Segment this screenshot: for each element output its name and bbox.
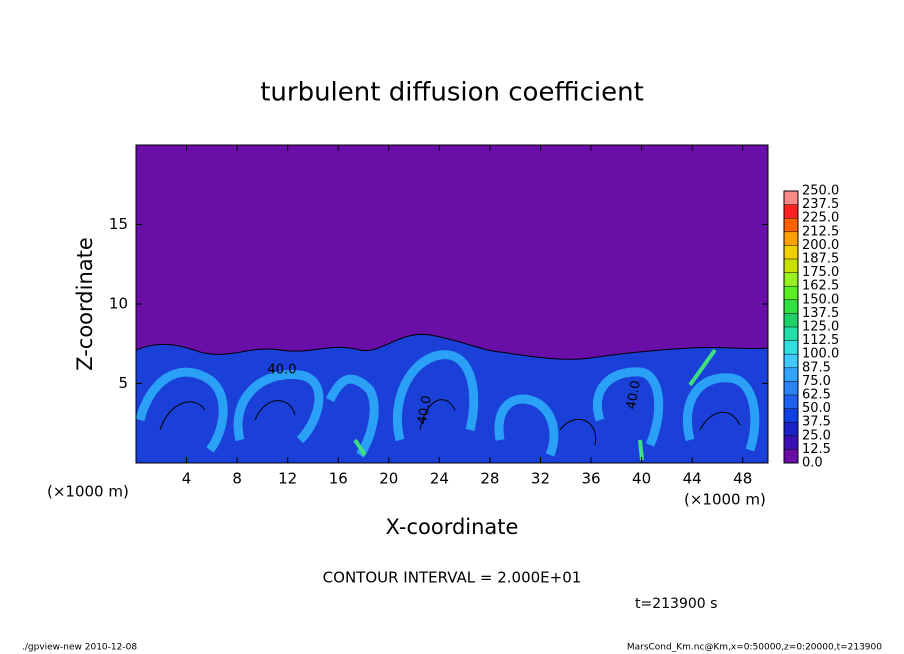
colorbar-label: 125.0	[802, 320, 839, 335]
field	[135, 145, 769, 464]
colorbar-label: 162.5	[802, 279, 839, 294]
colorbar-band	[784, 286, 798, 300]
colorbar-band	[784, 435, 798, 450]
footer-left: ./gpview-new 2010-12-08	[22, 643, 137, 653]
colorbar-band	[784, 204, 798, 219]
colorbar-band	[784, 367, 798, 382]
field-swirl	[135, 350, 760, 458]
colorbar-label: 12.5	[802, 442, 831, 457]
colorbar-band	[784, 422, 798, 436]
colorbar-band	[784, 381, 798, 395]
footer-right: MarsCond_Km.nc@Km,x=0:50000,z=0:20000,t=…	[627, 643, 882, 653]
colorbar-label: 212.5	[802, 224, 839, 239]
colorbar-band	[784, 408, 798, 423]
colorbar-band	[784, 191, 798, 205]
colorbar-label: 62.5	[802, 388, 831, 403]
colorbar-label: 25.0	[802, 428, 831, 443]
x-tick-label: 16	[329, 470, 348, 488]
contour-label: 40.0	[624, 379, 644, 410]
y-tick-label: 10	[109, 295, 128, 313]
contour-label: 40.0	[268, 363, 297, 378]
colorbar-label: 50.0	[802, 401, 831, 416]
x-tick-label: 28	[480, 470, 499, 488]
contour-label: 40.0	[415, 394, 435, 425]
x-tick-label: 24	[430, 470, 449, 488]
colorbar-label: 75.0	[802, 374, 831, 389]
field-highlight	[353, 348, 717, 461]
colorbar-label: 112.5	[802, 333, 839, 348]
colorbar-band	[784, 299, 798, 314]
colorbar-label: 187.5	[802, 252, 839, 267]
x-tick-label: 48	[733, 470, 752, 488]
colorbar-band	[784, 340, 798, 355]
x-tick-label: 4	[182, 470, 192, 488]
colorbar-label: 150.0	[802, 292, 839, 307]
colorbar-label: 175.0	[802, 265, 839, 280]
colorbar-band	[784, 245, 798, 259]
x-tick-label: 12	[278, 470, 297, 488]
field-blue-region	[135, 333, 769, 464]
x-tick-label: 36	[581, 470, 600, 488]
contour-interval: CONTOUR INTERVAL = 2.000E+01	[323, 569, 582, 587]
x-axis-label: X-coordinate	[386, 515, 519, 539]
y-unit: (×1000 m)	[47, 483, 129, 501]
x-tick-label: 40	[632, 470, 651, 488]
x-unit: (×1000 m)	[684, 491, 766, 509]
x-tick-label: 32	[531, 470, 550, 488]
colorbar-label: 237.5	[802, 197, 839, 212]
chart-title: turbulent diffusion coefficient	[260, 78, 644, 108]
colorbar-label: 100.0	[802, 347, 839, 362]
y-axis-label: Z-coordinate	[73, 237, 97, 371]
x-tick-label: 20	[379, 470, 398, 488]
colorbar-label: 0.0	[802, 456, 823, 471]
colorbar-band	[784, 272, 798, 287]
colorbar-band	[784, 395, 798, 409]
x-tick-label: 8	[232, 470, 242, 488]
colorbar-label: 37.5	[802, 415, 831, 430]
colorbar-label: 87.5	[802, 360, 831, 375]
colorbar-label: 137.5	[802, 306, 839, 321]
colorbar-label: 225.0	[802, 211, 839, 226]
x-tick-label: 44	[683, 470, 702, 488]
colorbar-label: 250.0	[802, 184, 839, 199]
colorbar-band	[784, 449, 798, 463]
colorbar-band	[784, 259, 798, 273]
y-tick-label: 15	[109, 215, 128, 233]
colorbar-label: 200.0	[802, 238, 839, 253]
colorbar-band	[784, 327, 798, 341]
field-contour	[159, 399, 741, 446]
colorbar-band	[784, 231, 798, 246]
colorbar-band	[784, 354, 798, 368]
time-label: t=213900 s	[635, 596, 717, 612]
y-tick-label: 5	[118, 374, 128, 392]
colorbar-band	[784, 218, 798, 232]
colorbar-band	[784, 313, 798, 327]
